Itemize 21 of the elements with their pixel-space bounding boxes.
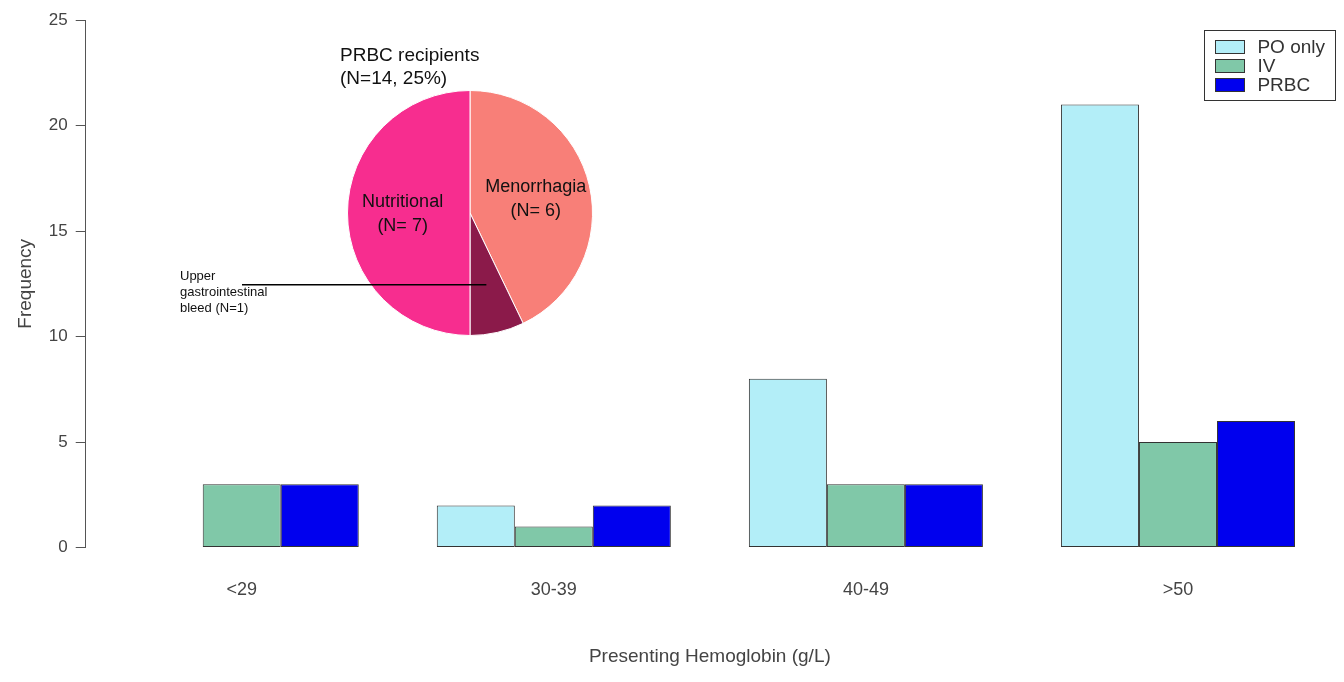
- y-tick-label: 0: [58, 537, 68, 557]
- data-label: (N= 7): [377, 214, 428, 235]
- slice-label: Menorrhagia: [485, 175, 588, 196]
- x-tick-label: 30-39: [530, 579, 577, 600]
- y-axis-title: Frequency: [13, 238, 35, 329]
- x-tick-label: >50: [1162, 579, 1194, 600]
- y-tick-label: 15: [48, 220, 68, 240]
- slice-label: Nutritional: [362, 190, 444, 211]
- x-tick-label: 40-49: [842, 579, 889, 600]
- x-axis-title: Presenting Hemoglobin (g/L): [588, 644, 831, 666]
- y-tick-label: 25: [48, 9, 68, 29]
- data-label: (N= 6): [510, 199, 561, 220]
- y-tick-label: 5: [58, 431, 68, 451]
- legend-label: IV: [1257, 55, 1276, 76]
- legend-label: PO only: [1257, 36, 1325, 57]
- chart-title: PRBC recipients (N=14, 25%): [340, 43, 480, 88]
- legend-label: PRBC: [1257, 74, 1311, 95]
- y-tick-label: 20: [48, 115, 68, 135]
- slice-label: Upper gastrointestinal bleed (N=1): [180, 268, 268, 316]
- y-tick-label: 10: [48, 326, 68, 346]
- x-tick-label: <29: [226, 579, 258, 600]
